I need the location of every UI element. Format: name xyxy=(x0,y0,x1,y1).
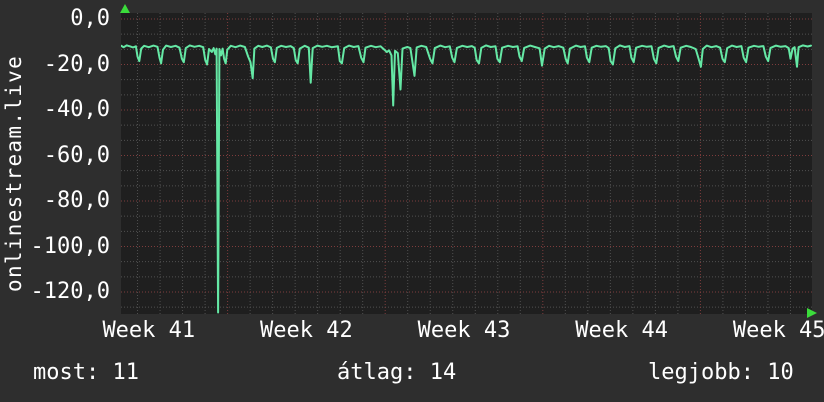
stat-atlag: átlag: 14 xyxy=(337,362,456,384)
x-tick-label: Week 41 xyxy=(102,318,196,343)
grid-major xyxy=(121,13,812,314)
stat-atlag-value: 14 xyxy=(429,360,457,385)
stat-atlag-label: átlag: xyxy=(337,360,417,385)
up-triangle-icon xyxy=(120,4,130,13)
stat-legjobb: legjobb: 10 xyxy=(648,362,794,384)
series-line-onlinestream-live xyxy=(121,44,812,314)
y-tick-label: -100,0 xyxy=(30,233,110,259)
right-triangle-icon xyxy=(807,308,817,318)
y-tick-label: -20,0 xyxy=(43,51,110,77)
y-tick-label: 0,0 xyxy=(70,6,110,31)
x-tick-label: Week 42 xyxy=(260,318,353,343)
stat-legjobb-label: legjobb: xyxy=(648,360,754,385)
x-tick-label: Week 43 xyxy=(417,318,511,343)
grid-minor xyxy=(121,13,812,314)
stat-legjobb-value: 10 xyxy=(767,360,794,385)
stat-most: most: 11 xyxy=(33,362,139,384)
stat-most-value: 11 xyxy=(112,360,139,385)
x-tick-label: Week 44 xyxy=(575,318,668,343)
y-tick-label: -60,0 xyxy=(43,142,110,168)
stats-footer: most: 11 átlag: 14 legjobb: 10 xyxy=(0,362,824,388)
stat-most-label: most: xyxy=(33,360,100,385)
y-tick-label: -80,0 xyxy=(43,188,110,213)
y-tick-label: -40,0 xyxy=(43,97,110,122)
plot-area xyxy=(121,13,812,314)
x-tick-label: Week 45 xyxy=(732,318,824,343)
y-tick-label: -120,0 xyxy=(30,279,110,304)
